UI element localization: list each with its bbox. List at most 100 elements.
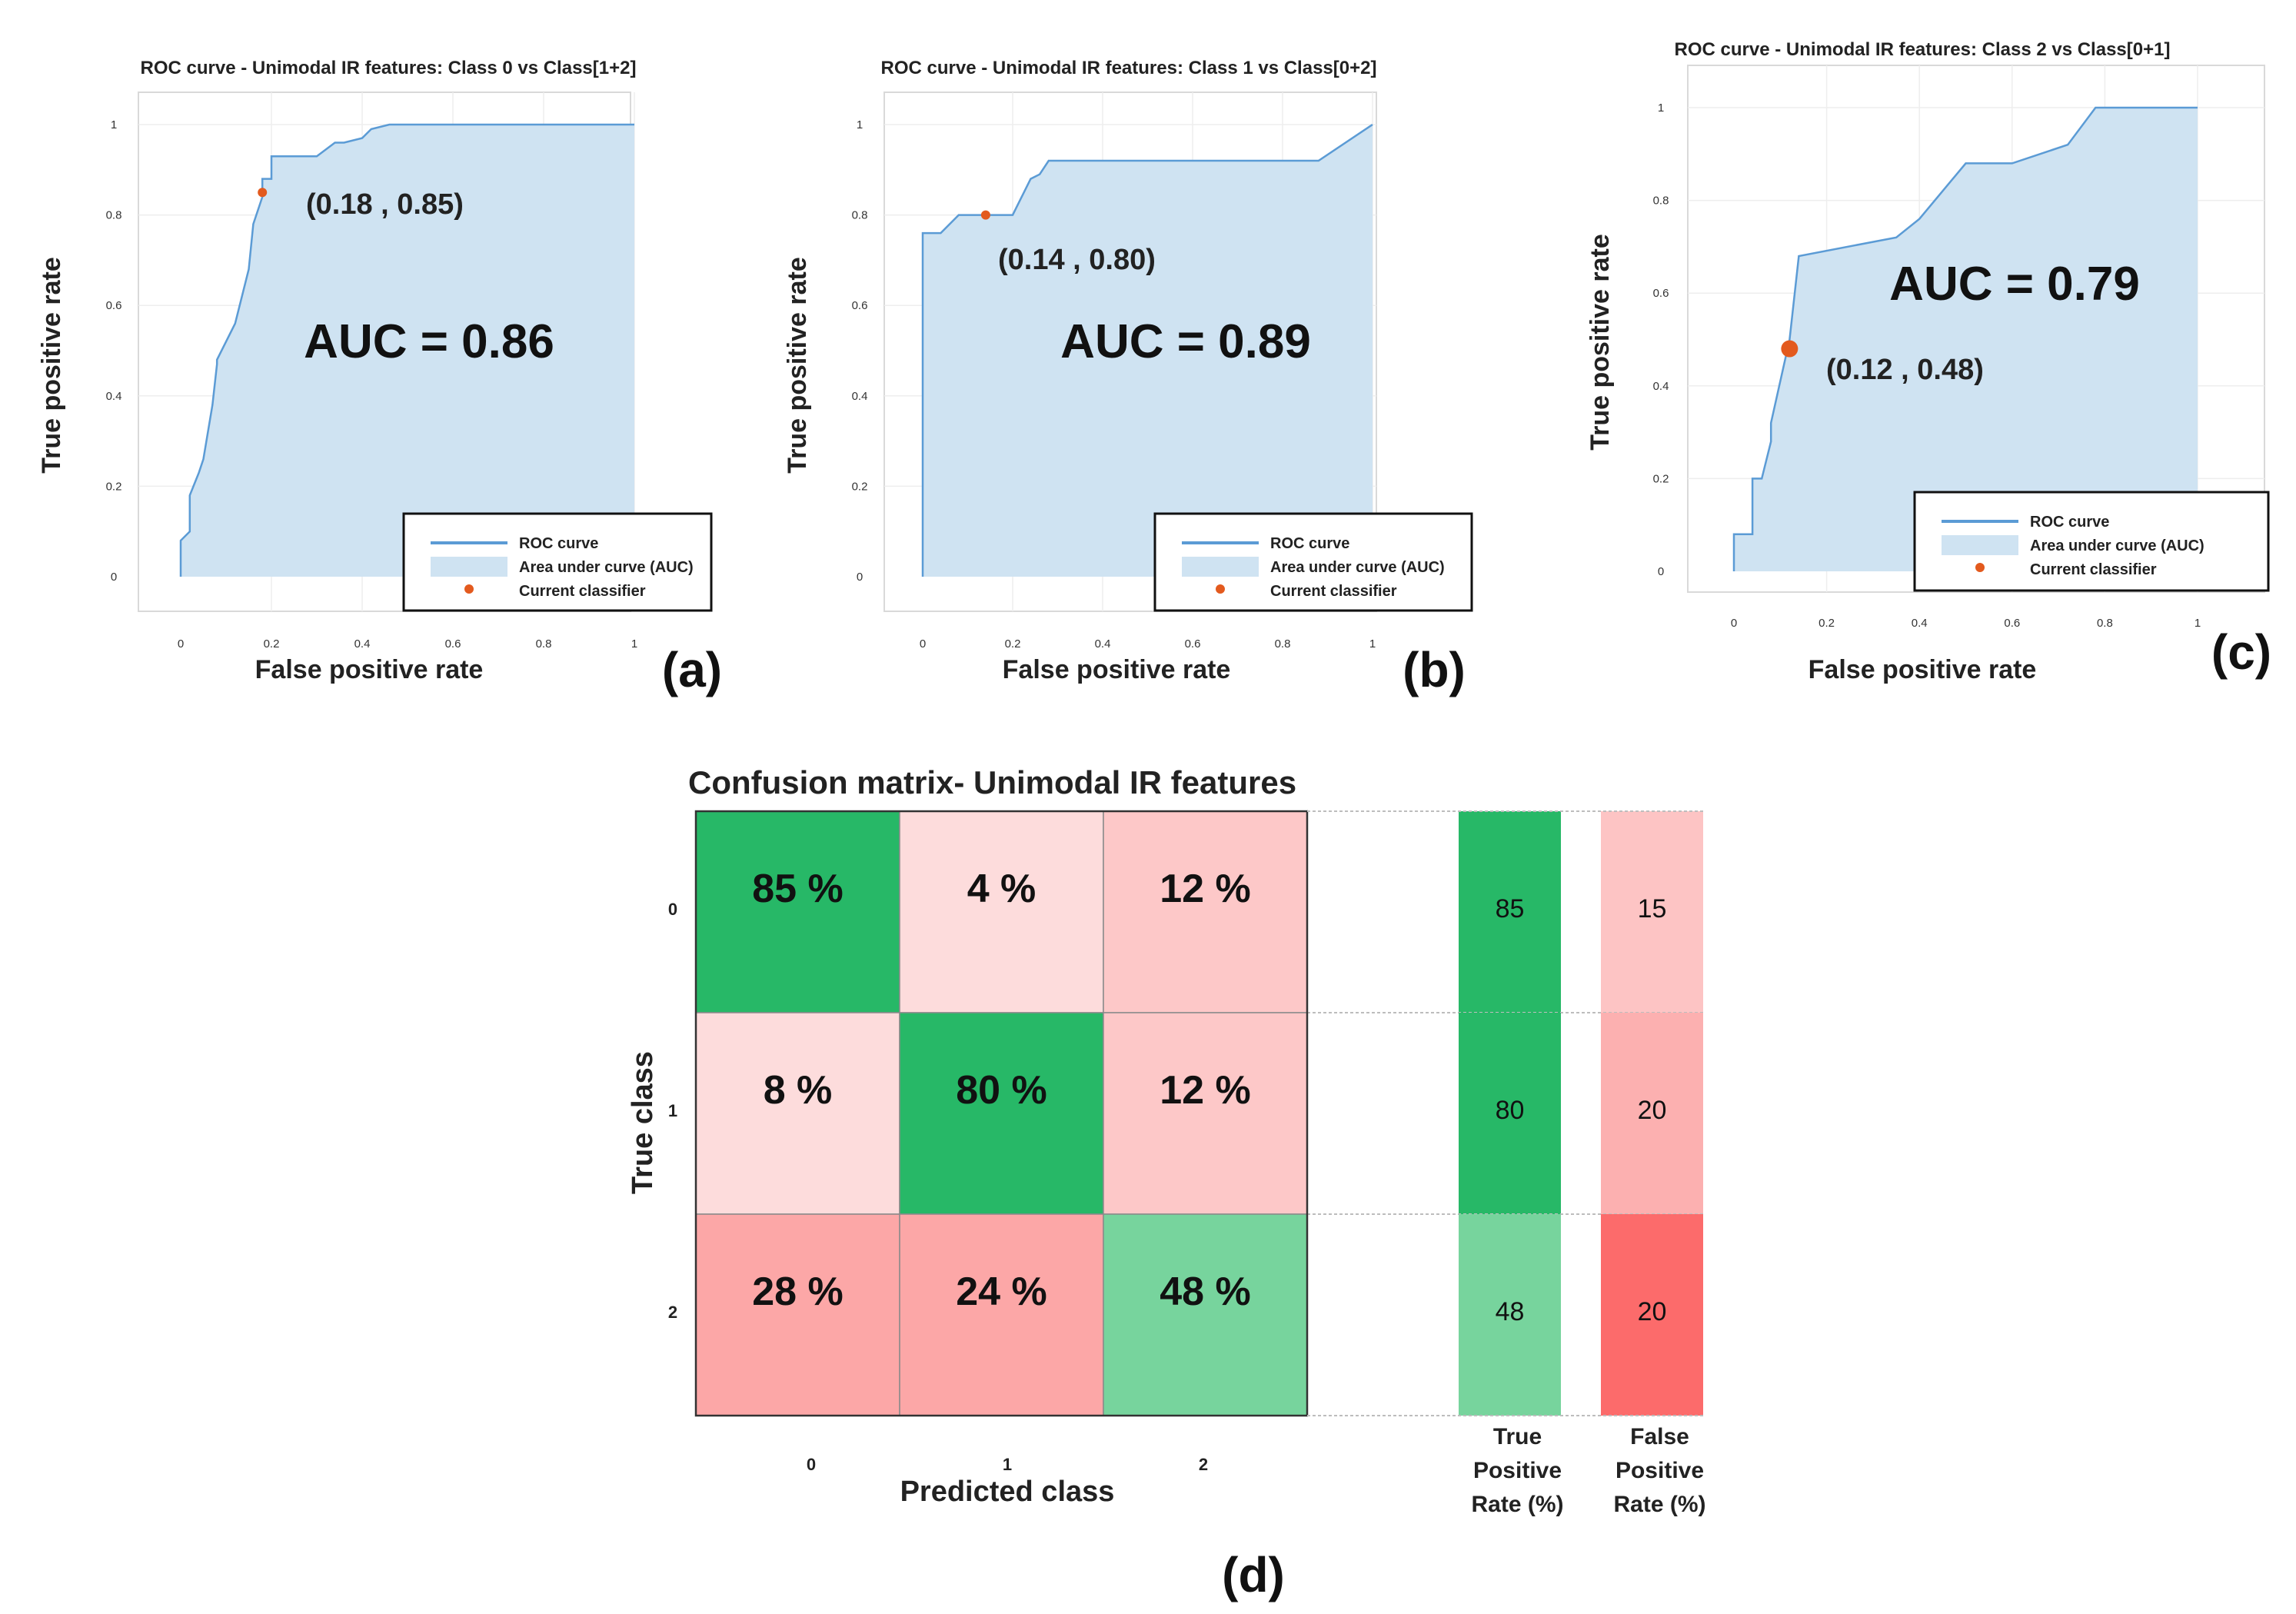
tpr-header-line: Positive	[1473, 1458, 1562, 1483]
matrix-cell-label: 8 %	[764, 1068, 833, 1113]
y-tick-label: 0.4	[106, 390, 122, 403]
auc-label: AUC = 0.86	[304, 315, 554, 368]
y-tick-label: 0.2	[1653, 472, 1669, 485]
fpr-cell	[1601, 811, 1703, 1013]
y-tick-label: 0.6	[1653, 287, 1669, 300]
x-axis-label: Predicted class	[900, 1476, 1115, 1508]
matrix-cell	[695, 1012, 900, 1215]
tpr-cell	[1459, 811, 1561, 1013]
x-tick-label: 0.4	[1912, 617, 1928, 630]
matrix-cell-label: 4 %	[967, 867, 1037, 911]
x-tick-label: 1	[1369, 637, 1376, 651]
point-coordinate-label: (0.12 , 0.48)	[1826, 354, 1984, 386]
y-tick-label: 0.2	[106, 480, 122, 493]
y-axis-label: True class	[627, 1051, 659, 1194]
matrix-cell	[1103, 1213, 1308, 1416]
legend-area-label: Area under curve (AUC)	[519, 559, 694, 576]
legend-point-swatch	[1975, 563, 1985, 572]
x-tick-label: 0.2	[1818, 617, 1835, 630]
matrix-cell	[1103, 1012, 1308, 1215]
matrix-cell	[1103, 810, 1308, 1013]
legend-area-label: Area under curve (AUC)	[2030, 537, 2204, 554]
x-tick-label: 0.4	[1095, 637, 1111, 651]
y-tick-label: 0	[111, 571, 117, 584]
roc-panel-a: 0 0.2 0.4 0.6 0.8 1 0 0.2 0.4 0.6 0.8 1 ROC curve - …	[37, 58, 722, 697]
auc-area	[181, 125, 634, 577]
x-tick-label: 0.6	[445, 637, 461, 651]
matrix-cell-label: 28 %	[752, 1270, 844, 1314]
matrix-cell-label: 12 %	[1160, 1068, 1251, 1113]
legend-point-swatch	[1216, 584, 1225, 594]
legend-area-swatch	[1182, 557, 1259, 577]
roc-panel-b: 0 0.2 0.4 0.6 0.8 1 0 0.2 0.4 0.6 0.8 1 ROC curve - …	[783, 58, 1473, 697]
current-classifier-point	[1781, 340, 1799, 358]
y-axis-label: True positive rate	[37, 257, 66, 474]
tpr-cell	[1459, 1013, 1561, 1214]
roc-curve-line	[921, 123, 1373, 577]
matrix-cell-label: 80 %	[956, 1068, 1047, 1113]
y-tick-label: 0.6	[106, 299, 122, 312]
panel-letter: (c)	[2211, 624, 2271, 680]
auc-area	[923, 125, 1373, 577]
point-coordinate-label: (0.14 , 0.80)	[998, 244, 1156, 276]
legend-point-label: Current classifier	[1270, 583, 1397, 600]
auc-label: AUC = 0.89	[1060, 315, 1311, 368]
y-tick-label: 0.6	[852, 299, 868, 312]
x-tick-label: 0.4	[354, 637, 371, 651]
matrix-title: Confusion matrix- Unimodal IR features	[688, 764, 1296, 800]
legend-curve-label: ROC curve	[519, 535, 598, 552]
chart-title: ROC curve - Unimodal IR features: Class …	[1675, 39, 2171, 60]
roc-curve-line	[179, 123, 634, 577]
matrix-cell	[899, 810, 1104, 1013]
tpr-value: 80	[1496, 1096, 1525, 1125]
current-classifier-point	[258, 188, 268, 198]
x-tick-label: 0	[920, 637, 926, 651]
matrix-cell	[695, 810, 900, 1013]
roc-panel-c: 0 0.2 0.4 0.6 0.8 1 0 0.2 0.4 0.6 0.8 1 ROC curve - …	[1586, 39, 2271, 684]
y-tick-label: 0.4	[852, 390, 868, 403]
x-tick-label: 0.8	[2097, 617, 2113, 630]
panel-letter: (d)	[1222, 1547, 1285, 1602]
roc-curve-line	[1732, 106, 2198, 571]
row-label: 1	[668, 1101, 677, 1120]
panel-letter: (b)	[1403, 642, 1466, 697]
tpr-header-line: True	[1493, 1424, 1542, 1449]
x-tick-label: 0.2	[264, 637, 280, 651]
matrix-cell-label: 85 %	[752, 867, 844, 911]
confusion-matrix-panel: Confusion matrix- Unimodal IR features 85…	[627, 764, 1706, 1602]
fpr-value: 20	[1638, 1096, 1667, 1125]
y-tick-label: 1	[111, 118, 117, 131]
tpr-cell	[1459, 1214, 1561, 1416]
tpr-value: 85	[1496, 894, 1525, 923]
fpr-cell	[1601, 1013, 1703, 1214]
row-label: 0	[668, 900, 677, 919]
y-tick-label: 0.2	[852, 480, 868, 493]
legend-area-swatch	[1942, 535, 2018, 555]
legend-area-label: Area under curve (AUC)	[1270, 559, 1445, 576]
y-axis-label: True positive rate	[783, 257, 812, 474]
y-tick-label: 0.8	[852, 209, 868, 222]
matrix-cell	[695, 1213, 900, 1416]
y-tick-label: 1	[857, 118, 863, 131]
x-tick-label: 1	[631, 637, 637, 651]
auc-area	[1734, 108, 2198, 571]
y-tick-label: 0.8	[106, 209, 122, 222]
column-label: 2	[1199, 1455, 1208, 1474]
x-axis-label: False positive rate	[255, 655, 484, 684]
fpr-header-line: Rate (%)	[1613, 1492, 1705, 1517]
y-tick-label: 0	[857, 571, 863, 584]
fpr-header-line: Positive	[1616, 1458, 1704, 1483]
x-tick-label: 0.6	[2004, 617, 2020, 630]
fpr-header-line: False	[1630, 1424, 1689, 1449]
fpr-value: 20	[1638, 1297, 1667, 1326]
x-tick-label: 0	[178, 637, 184, 651]
matrix-cell	[899, 1012, 1104, 1215]
x-tick-label: 0.8	[1275, 637, 1291, 651]
x-tick-label: 0.8	[536, 637, 552, 651]
tpr-value: 48	[1496, 1297, 1525, 1326]
matrix-frame	[694, 810, 1309, 1417]
matrix-cell	[899, 1213, 1104, 1416]
x-axis-label: False positive rate	[1809, 655, 2037, 684]
chart-title: ROC curve - Unimodal IR features: Class …	[141, 58, 637, 78]
